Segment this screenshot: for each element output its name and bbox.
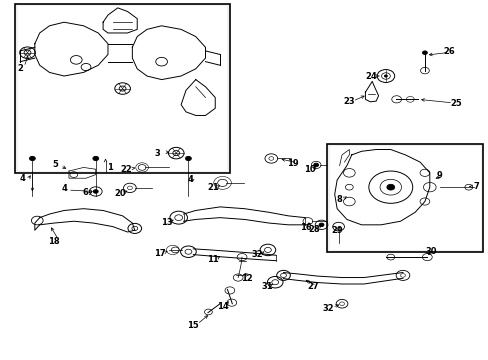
- Circle shape: [386, 184, 394, 190]
- Circle shape: [384, 75, 386, 77]
- Text: 31: 31: [261, 282, 273, 291]
- Text: 2: 2: [17, 64, 23, 73]
- Text: 26: 26: [443, 47, 454, 56]
- Bar: [327, 144, 483, 252]
- Text: 32: 32: [322, 304, 333, 313]
- Circle shape: [313, 163, 318, 167]
- Circle shape: [319, 223, 324, 226]
- Text: 1: 1: [107, 163, 113, 172]
- Text: 4: 4: [20, 174, 25, 183]
- Text: 14: 14: [216, 302, 228, 311]
- Text: 29: 29: [331, 226, 342, 235]
- Bar: [15, 4, 229, 173]
- Text: 8: 8: [336, 195, 342, 204]
- Circle shape: [29, 156, 35, 161]
- Text: 11: 11: [206, 255, 218, 264]
- Text: 19: 19: [287, 159, 299, 168]
- Bar: [18, 6, 227, 171]
- Circle shape: [185, 156, 191, 161]
- Text: 24: 24: [365, 72, 376, 81]
- Circle shape: [119, 86, 126, 91]
- Text: 3: 3: [155, 149, 160, 158]
- Text: 12: 12: [241, 274, 252, 283]
- Circle shape: [172, 150, 179, 156]
- Text: 7: 7: [472, 182, 478, 191]
- Text: 17: 17: [154, 249, 165, 258]
- Text: 32: 32: [251, 250, 263, 259]
- Text: 16: 16: [299, 223, 311, 232]
- Text: 20: 20: [114, 189, 126, 198]
- Text: 18: 18: [47, 237, 59, 246]
- Circle shape: [93, 156, 99, 161]
- Circle shape: [24, 50, 31, 55]
- Text: 27: 27: [306, 282, 318, 291]
- Text: 23: 23: [343, 97, 354, 106]
- Text: 30: 30: [424, 247, 436, 256]
- Text: 4: 4: [187, 175, 193, 184]
- Text: 4: 4: [61, 184, 67, 193]
- Text: 9: 9: [436, 171, 442, 180]
- Text: 13: 13: [161, 218, 172, 227]
- Bar: [329, 146, 480, 250]
- Text: 22: 22: [121, 165, 132, 174]
- Circle shape: [93, 190, 98, 193]
- Text: 25: 25: [450, 99, 462, 108]
- Text: 28: 28: [308, 225, 319, 234]
- Text: 6: 6: [82, 188, 88, 197]
- Circle shape: [422, 51, 427, 54]
- Text: 21: 21: [206, 183, 218, 192]
- Text: 10: 10: [304, 166, 316, 175]
- Text: 15: 15: [187, 321, 199, 330]
- Text: 5: 5: [53, 161, 59, 170]
